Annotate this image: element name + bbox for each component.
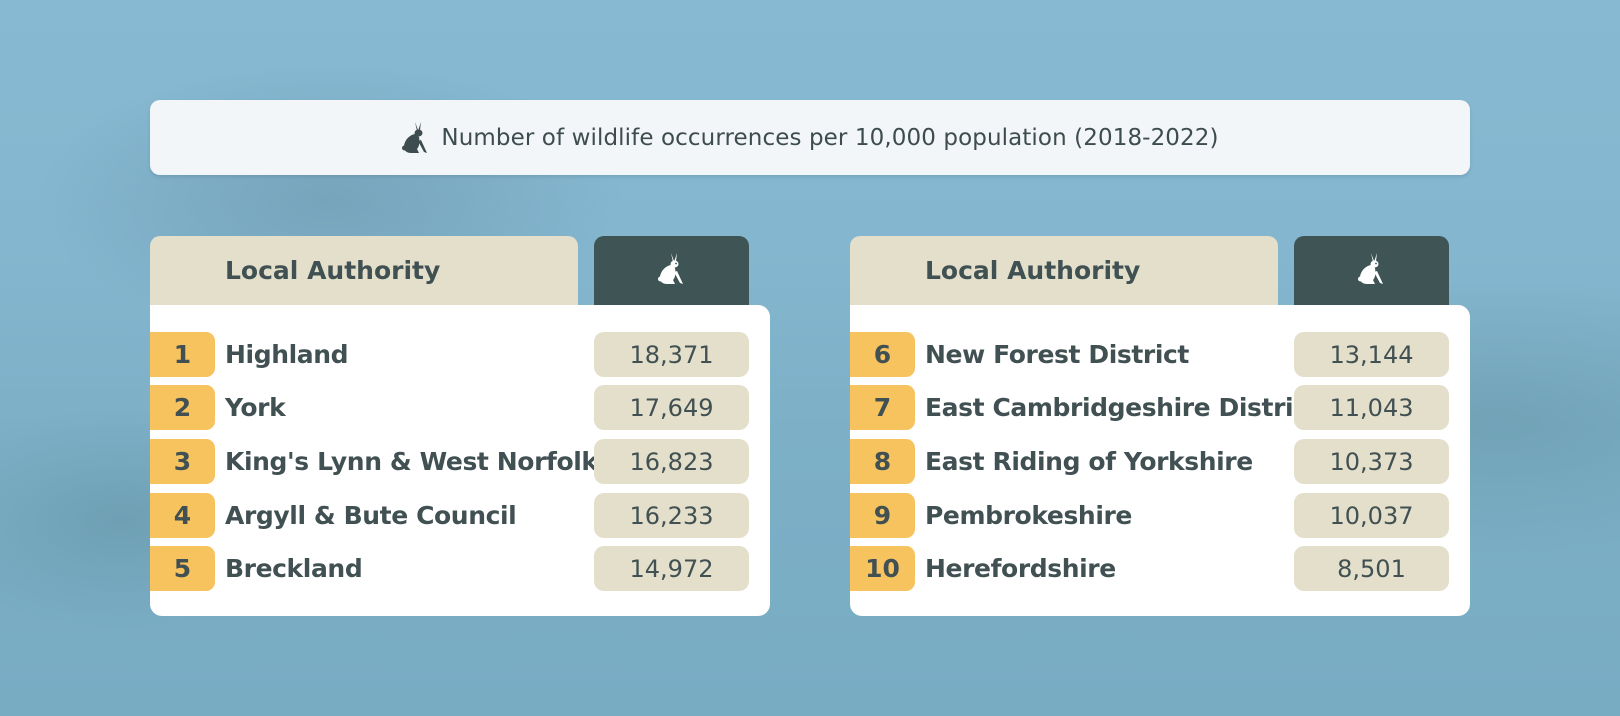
- table-row: 1 Highland 18,371: [150, 332, 770, 377]
- rank-badge: 10: [850, 546, 915, 591]
- authority-name: York: [225, 393, 286, 422]
- authority-name: King's Lynn & West Norfolk: [225, 447, 598, 476]
- authority-name: Herefordshire: [925, 554, 1116, 583]
- table-row: 6 New Forest District 13,144: [850, 332, 1470, 377]
- rabbit-icon: [657, 252, 687, 290]
- rank-badge: 8: [850, 439, 915, 484]
- occurrence-value: 10,037: [1294, 493, 1449, 538]
- table-row: 2 York 17,649: [150, 385, 770, 430]
- table-row: 8 East Riding of Yorkshire 10,373: [850, 439, 1470, 484]
- rank-badge: 4: [150, 493, 215, 538]
- rank-badge: 5: [150, 546, 215, 591]
- authority-name: East Cambridgeshire District: [925, 393, 1320, 422]
- chart-title: Number of wildlife occurrences per 10,00…: [441, 124, 1219, 151]
- table-row: 10 Herefordshire 8,501: [850, 546, 1470, 591]
- table-row: 9 Pembrokeshire 10,037: [850, 493, 1470, 538]
- occurrence-value: 13,144: [1294, 332, 1449, 377]
- authority-name: Argyll & Bute Council: [225, 501, 517, 530]
- rank-badge: 9: [850, 493, 915, 538]
- occurrence-value: 16,233: [594, 493, 749, 538]
- rabbit-icon: [401, 121, 431, 155]
- authority-name: East Riding of Yorkshire: [925, 447, 1253, 476]
- ranking-table-left: Local Authority 1 Highland 18,371 2: [150, 236, 770, 616]
- authority-name: Breckland: [225, 554, 363, 583]
- table-row: 5 Breckland 14,972: [150, 546, 770, 591]
- authority-name: Pembrokeshire: [925, 501, 1132, 530]
- column-header-occurrences: [594, 236, 749, 316]
- occurrence-value: 10,373: [1294, 439, 1449, 484]
- column-header-local-authority: Local Authority: [850, 236, 1278, 316]
- rank-badge: 3: [150, 439, 215, 484]
- column-header-local-authority: Local Authority: [150, 236, 578, 316]
- rank-badge: 1: [150, 332, 215, 377]
- rank-badge: 7: [850, 385, 915, 430]
- authority-name: New Forest District: [925, 340, 1189, 369]
- rabbit-icon: [1357, 252, 1387, 290]
- ranking-table-right: Local Authority 6 New Forest District 13…: [850, 236, 1470, 616]
- column-header-occurrences: [1294, 236, 1449, 316]
- table-row: 4 Argyll & Bute Council 16,233: [150, 493, 770, 538]
- table-body: 6 New Forest District 13,144 7 East Camb…: [850, 305, 1470, 616]
- occurrence-value: 8,501: [1294, 546, 1449, 591]
- table-row: 7 East Cambridgeshire District 11,043: [850, 385, 1470, 430]
- table-body: 1 Highland 18,371 2 York 17,649 3 King's…: [150, 305, 770, 616]
- occurrence-value: 17,649: [594, 385, 749, 430]
- rank-badge: 2: [150, 385, 215, 430]
- chart-title-bar: Number of wildlife occurrences per 10,00…: [150, 100, 1470, 175]
- table-row: 3 King's Lynn & West Norfolk 16,823: [150, 439, 770, 484]
- occurrence-value: 18,371: [594, 332, 749, 377]
- rank-badge: 6: [850, 332, 915, 377]
- authority-name: Highland: [225, 340, 349, 369]
- occurrence-value: 14,972: [594, 546, 749, 591]
- occurrence-value: 11,043: [1294, 385, 1449, 430]
- occurrence-value: 16,823: [594, 439, 749, 484]
